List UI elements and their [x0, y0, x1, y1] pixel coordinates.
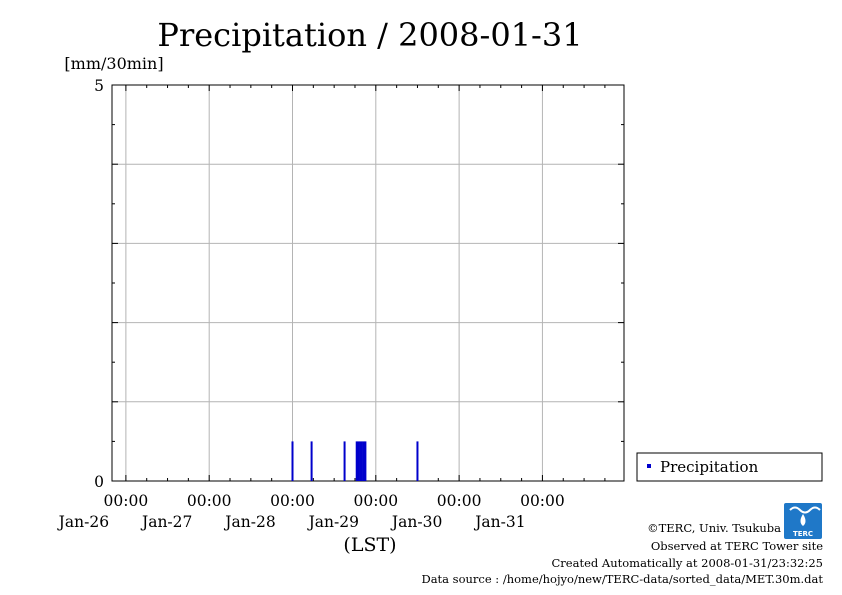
footer-copyright: ©TERC, Univ. Tsukuba	[647, 521, 781, 535]
legend-box	[636, 452, 823, 482]
logo-text: TERC	[793, 530, 813, 538]
chart-title: Precipitation / 2008-01-31	[157, 16, 582, 54]
x-tick-date-label: Jan-29	[307, 513, 359, 531]
legend: Precipitation	[636, 452, 823, 482]
x-axis-label: (LST)	[343, 534, 396, 556]
axis-ticks	[112, 84, 624, 482]
logo-wave-icon	[789, 506, 821, 514]
x-tick-date-label: Jan-30	[390, 513, 442, 531]
x-tick-labels: 00:00 Jan-26 00:00 Jan-27 00:00 Jan-28 00:00 Ja…	[57, 492, 565, 531]
plot-frame	[111, 84, 625, 482]
x-tick-time-label: 00:00	[270, 492, 315, 510]
y-tick-label: 5	[94, 77, 104, 95]
logo-drop-icon	[800, 514, 806, 526]
x-tick-date-label: Jan-28	[223, 513, 275, 531]
footer-observed: Observed at TERC Tower site	[651, 539, 823, 553]
precipitation-bars	[291, 441, 419, 481]
x-tick-time-label: 00:00	[437, 492, 482, 510]
y-tick-label: 0	[94, 473, 104, 491]
x-tick-date-label: Jan-26	[57, 513, 109, 531]
x-tick-time-label: 00:00	[104, 492, 149, 510]
y-tick-labels: 05	[94, 77, 104, 491]
y-axis-label: [mm/30min]	[64, 54, 163, 73]
legend-swatch	[647, 464, 651, 468]
x-tick-time-label: 00:00	[187, 492, 232, 510]
x-tick-date-label: Jan-31	[473, 513, 525, 531]
x-tick-time-label: 00:00	[353, 492, 398, 510]
terc-logo: TERC	[784, 503, 822, 539]
footer-source: Data source : /home/hojyo/new/TERC-data/…	[421, 572, 823, 586]
x-tick-date-label: Jan-27	[140, 513, 192, 531]
grid	[112, 85, 624, 481]
footer-created: Created Automatically at 2008-01-31/23:3…	[552, 556, 824, 570]
x-tick-time-label: 00:00	[520, 492, 565, 510]
legend-label: Precipitation	[660, 458, 759, 476]
